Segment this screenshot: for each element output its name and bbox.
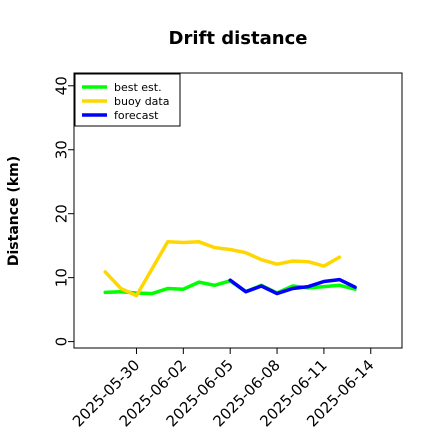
y-tick-label: 30 xyxy=(53,140,71,159)
plot-area-frame xyxy=(73,72,403,349)
y-tick-label: 20 xyxy=(53,204,71,223)
x-axis: 2025-05-302025-06-022025-06-052025-06-08… xyxy=(69,348,378,430)
legend-label: buoy data xyxy=(114,95,169,108)
series-line-forecast xyxy=(228,277,357,296)
y-tick-label: 10 xyxy=(53,268,71,287)
legend-label: forecast xyxy=(114,109,159,122)
y-tick-label: 0 xyxy=(53,337,71,347)
chart-title: Drift distance xyxy=(169,28,308,49)
series-lines xyxy=(103,240,357,298)
y-tick-label: 40 xyxy=(53,76,71,95)
y-axis: 0 10 20 30 40 xyxy=(53,76,74,347)
y-axis-label: Distance (km) xyxy=(6,156,22,266)
series-line-buoy-data xyxy=(103,240,342,298)
legend-label: best est. xyxy=(114,81,162,94)
